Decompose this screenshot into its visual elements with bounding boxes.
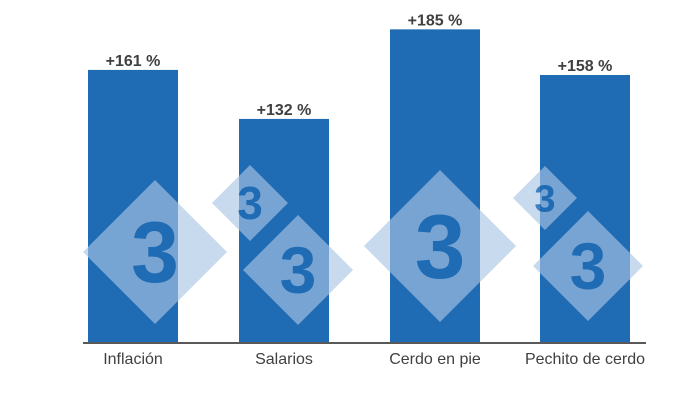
category-label-0: Inflación bbox=[103, 351, 163, 368]
watermark-logo-icon-2: 3 bbox=[243, 215, 353, 325]
svg-text:3: 3 bbox=[534, 178, 555, 220]
category-label-3: Pechito de cerdo bbox=[525, 351, 645, 368]
labels-layer: +161 % Inflación +132 % Salarios +185 % Cerdo… bbox=[103, 12, 645, 368]
watermark-logo-icon-5: 3 bbox=[533, 211, 643, 321]
value-label-1: +132 % bbox=[257, 102, 312, 119]
watermark-layer: 333 3 33 bbox=[83, 165, 643, 325]
value-label-3: +158 % bbox=[558, 58, 613, 75]
svg-text:3: 3 bbox=[131, 205, 179, 301]
svg-text:3: 3 bbox=[237, 177, 263, 229]
svg-text:3: 3 bbox=[280, 233, 317, 307]
watermark-logo-icon-1: 3 bbox=[212, 165, 288, 241]
value-label-2: +185 % bbox=[408, 12, 463, 29]
watermark-logo-icon-3: 3 bbox=[364, 170, 516, 322]
category-label-2: Cerdo en pie bbox=[389, 351, 481, 368]
category-label-1: Salarios bbox=[255, 351, 313, 368]
svg-text:3: 3 bbox=[570, 229, 607, 303]
svg-text:3: 3 bbox=[415, 197, 466, 298]
watermark-logo-icon-4: 3 bbox=[513, 166, 577, 230]
watermark-logo-icon-0: 3 bbox=[83, 180, 227, 324]
value-label-0: +161 % bbox=[106, 53, 161, 70]
